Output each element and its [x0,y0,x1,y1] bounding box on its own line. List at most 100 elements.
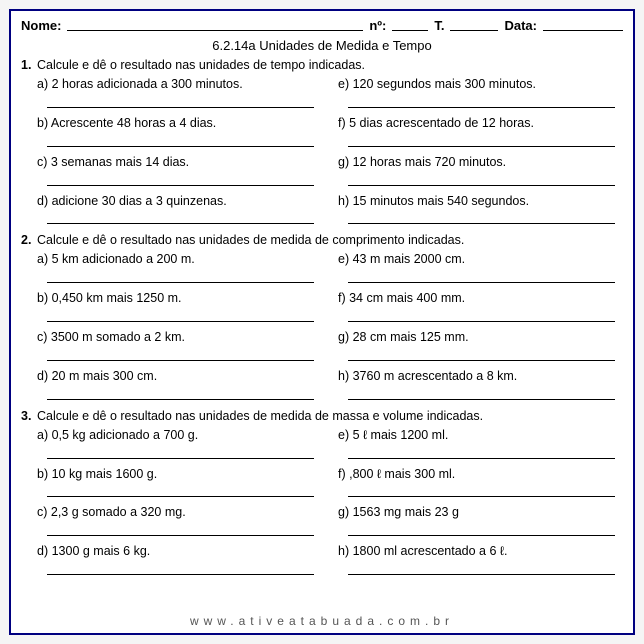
item-text: h) 1800 ml acrescentado a 6 ℓ. [338,543,623,560]
question-prompt: Calcule e dê o resultado nas unidades de… [37,408,483,425]
question-lead: 3.Calcule e dê o resultado nas unidades … [21,408,623,425]
answer-line[interactable] [348,458,615,459]
item-text: e) 5 ℓ mais 1200 ml. [338,427,623,444]
item-row: a) 5 km adicionado a 200 m. e) 43 m mais … [21,251,623,288]
question-number: 3. [21,408,37,425]
item-row: a) 0,5 kg adicionado a 700 g. e) 5 ℓ mais… [21,427,623,464]
item-text: b) Acrescente 48 horas a 4 dias. [37,115,322,132]
answer-line[interactable] [47,185,314,186]
item-col: c) 3 semanas mais 14 dias. [21,154,322,191]
item-text: f) ,800 ℓ mais 300 ml. [338,466,623,483]
answer-line[interactable] [47,399,314,400]
answer-line[interactable] [348,282,615,283]
item-col: e) 5 ℓ mais 1200 ml. [322,427,623,464]
item-row: a) 2 horas adicionada a 300 minutos.e) 1… [21,76,623,113]
item-row: d) 1300 g mais 6 kg. h) 1800 ml acrescent… [21,543,623,580]
answer-line[interactable] [47,458,314,459]
answer-line[interactable] [47,535,314,536]
answer-line[interactable] [47,282,314,283]
num-blank[interactable] [392,17,428,31]
item-text: f) 34 cm mais 400 mm. [338,290,623,307]
item-row: c) 3500 m somado a 2 km. g) 28 cm mais 12… [21,329,623,366]
item-text: f) 5 dias acrescentado de 12 horas. [338,115,623,132]
item-text: g) 28 cm mais 125 mm. [338,329,623,346]
question-number: 1. [21,57,37,74]
question-block: 3.Calcule e dê o resultado nas unidades … [21,408,623,580]
item-text: g) 1563 mg mais 23 g [338,504,623,521]
question-number: 2. [21,232,37,249]
worksheet-title: 6.2.14a Unidades de Medida e Tempo [21,37,623,55]
item-col: f) 34 cm mais 400 mm. [322,290,623,327]
date-label: Data: [504,17,537,35]
question-lead: 1.Calcule e dê o resultado nas unidades … [21,57,623,74]
date-blank[interactable] [543,17,623,31]
questions-container: 1. Calcule e dê o resultado nas unidades … [21,57,623,580]
item-col: e) 43 m mais 2000 cm. [322,251,623,288]
answer-line[interactable] [348,185,615,186]
item-col: b) 10 kg mais 1600 g. [21,466,322,503]
answer-line[interactable] [348,399,615,400]
item-col: d) 20 m mais 300 cm. [21,368,322,405]
item-row: c) 3 semanas mais 14 dias.g) 12 horas ma… [21,154,623,191]
item-text: e) 43 m mais 2000 cm. [338,251,623,268]
item-col: b) Acrescente 48 horas a 4 dias. [21,115,322,152]
t-label: T. [434,17,444,35]
item-text: h) 15 minutos mais 540 segundos. [338,193,623,210]
answer-line[interactable] [47,146,314,147]
item-row: b) 0,450 km mais 1250 m. f) 34 cm mais 40… [21,290,623,327]
item-text: h) 3760 m acrescentado a 8 km. [338,368,623,385]
item-row: b) 10 kg mais 1600 g. f) ,800 ℓ mais 300 … [21,466,623,503]
answer-line[interactable] [348,496,615,497]
item-text: c) 2,3 g somado a 320 mg. [37,504,322,521]
item-text: d) 1300 g mais 6 kg. [37,543,322,560]
answer-line[interactable] [47,321,314,322]
answer-line[interactable] [47,107,314,108]
item-col: g) 12 horas mais 720 minutos. [322,154,623,191]
item-col: h) 3760 m acrescentado a 8 km. [322,368,623,405]
item-col: d) 1300 g mais 6 kg. [21,543,322,580]
answer-line[interactable] [348,321,615,322]
question-prompt: Calcule e dê o resultado nas unidades de… [37,232,464,249]
answer-line[interactable] [348,535,615,536]
answer-line[interactable] [348,223,615,224]
question-block: 1.Calcule e dê o resultado nas unidades … [21,57,623,229]
item-text: b) 0,450 km mais 1250 m. [37,290,322,307]
answer-line[interactable] [47,496,314,497]
item-text: a) 5 km adicionado a 200 m. [37,251,322,268]
answer-line[interactable] [47,360,314,361]
answer-line[interactable] [47,574,314,575]
item-text: a) 0,5 kg adicionado a 700 g. [37,427,322,444]
item-col: h) 15 minutos mais 540 segundos. [322,193,623,230]
item-text: b) 10 kg mais 1600 g. [37,466,322,483]
item-col: c) 2,3 g somado a 320 mg. [21,504,322,541]
item-text: c) 3500 m somado a 2 km. [37,329,322,346]
t-blank[interactable] [450,17,498,31]
item-col: g) 1563 mg mais 23 g [322,504,623,541]
question-lead: 2.Calcule e dê o resultado nas unidades … [21,232,623,249]
item-text: d) 20 m mais 300 cm. [37,368,322,385]
answer-line[interactable] [348,360,615,361]
answer-line[interactable] [348,146,615,147]
question-block: 2.Calcule e dê o resultado nas unidades … [21,232,623,404]
num-label: nº: [369,17,386,35]
answer-line[interactable] [348,107,615,108]
item-row: c) 2,3 g somado a 320 mg. g) 1563 mg mais… [21,504,623,541]
item-col: b) 0,450 km mais 1250 m. [21,290,322,327]
item-col: c) 3500 m somado a 2 km. [21,329,322,366]
worksheet: Nome: nº: T. Data: 6.2.14a Unidades de M… [9,9,635,635]
name-label: Nome: [21,17,61,35]
item-text: d) adicione 30 dias a 3 quinzenas. [37,193,322,210]
answer-line[interactable] [348,574,615,575]
item-col: h) 1800 ml acrescentado a 6 ℓ. [322,543,623,580]
answer-line[interactable] [47,223,314,224]
footer-url: www.ativeatabuada.com.br [11,613,633,629]
item-row: b) Acrescente 48 horas a 4 dias. f) 5 dia… [21,115,623,152]
name-blank[interactable] [67,17,363,31]
item-col: d) adicione 30 dias a 3 quinzenas. [21,193,322,230]
header-row: Nome: nº: T. Data: [21,17,623,35]
item-col: a) 5 km adicionado a 200 m. [21,251,322,288]
item-col: e) 120 segundos mais 300 minutos. [322,76,623,113]
item-text: e) 120 segundos mais 300 minutos. [338,76,623,93]
item-col: f) 5 dias acrescentado de 12 horas. [322,115,623,152]
item-col: a) 0,5 kg adicionado a 700 g. [21,427,322,464]
